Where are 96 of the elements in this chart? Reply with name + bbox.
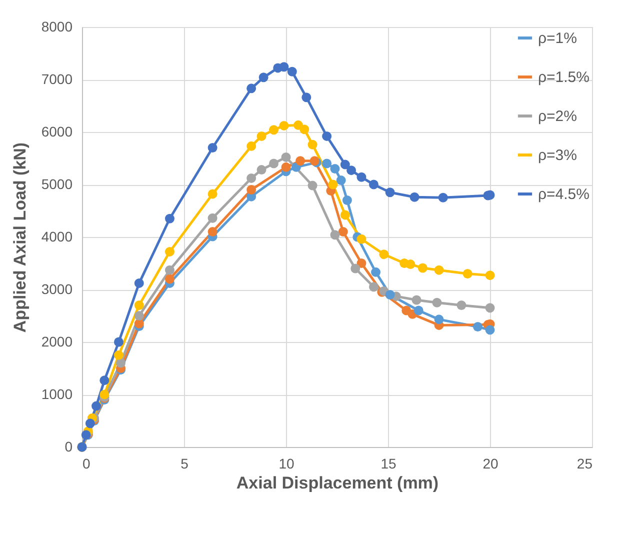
point	[92, 401, 102, 411]
point	[308, 180, 318, 190]
point	[114, 337, 124, 347]
point	[287, 66, 297, 76]
point	[434, 265, 444, 275]
y-tick-label: 1000	[41, 386, 73, 402]
point	[336, 176, 346, 186]
point	[246, 173, 256, 183]
point	[279, 120, 289, 130]
point	[385, 290, 395, 300]
point	[256, 131, 266, 141]
point	[114, 350, 124, 360]
point	[410, 192, 420, 202]
y-tick-label: 6000	[41, 124, 73, 140]
point	[281, 152, 291, 162]
point	[164, 246, 174, 256]
point	[246, 185, 256, 194]
point	[85, 418, 95, 428]
point	[100, 376, 110, 386]
legend-label: ρ=1.5%	[538, 69, 590, 86]
x-tick-label: 0	[82, 456, 90, 472]
point	[328, 180, 338, 190]
y-tick-label: 8000	[41, 18, 73, 34]
point	[342, 196, 352, 205]
point	[438, 192, 448, 202]
point	[485, 303, 495, 313]
point	[368, 180, 378, 190]
x-tick-label: 20	[482, 456, 498, 472]
point	[116, 358, 126, 368]
x-tick-label: 25	[576, 456, 593, 472]
point	[258, 72, 268, 82]
point	[134, 318, 144, 328]
y-axis-title: Applied Axial Load (kN)	[10, 142, 30, 333]
point	[340, 160, 350, 170]
point	[246, 141, 256, 151]
point	[208, 143, 218, 152]
point	[462, 269, 472, 278]
legend-label: ρ=2%	[538, 108, 577, 125]
point	[269, 158, 279, 168]
point	[330, 230, 340, 240]
point	[330, 164, 340, 174]
point	[134, 300, 144, 310]
point	[296, 156, 306, 166]
point	[414, 306, 424, 316]
point	[406, 260, 416, 270]
point	[368, 282, 378, 292]
legend-label: ρ=1%	[538, 30, 577, 47]
point	[434, 314, 444, 324]
point	[246, 84, 256, 94]
point	[385, 188, 395, 198]
point	[208, 227, 218, 236]
y-tick-label: 2000	[41, 334, 73, 350]
point	[346, 166, 356, 176]
x-tick-label: 15	[380, 456, 396, 472]
point	[279, 62, 289, 72]
point	[256, 165, 266, 175]
point	[100, 390, 110, 400]
point	[456, 300, 466, 310]
legend-label: ρ=3%	[538, 147, 577, 164]
point	[134, 278, 144, 288]
point	[340, 210, 350, 220]
point	[356, 258, 366, 268]
y-tick-label: 0	[64, 438, 73, 454]
point	[208, 213, 218, 223]
point	[208, 189, 218, 199]
x-axis-title: Axial Displacement (mm)	[236, 474, 439, 492]
y-tick-label: 4000	[41, 228, 73, 244]
legend-label: ρ=4.5%	[538, 186, 590, 203]
point	[412, 295, 422, 305]
x-tick-label: 5	[180, 456, 189, 472]
point	[281, 162, 291, 172]
point	[322, 131, 332, 141]
point	[302, 92, 312, 102]
point	[322, 158, 332, 168]
point	[485, 325, 495, 335]
point	[164, 265, 174, 275]
point	[134, 311, 144, 320]
point	[356, 172, 366, 182]
point	[356, 234, 366, 244]
point	[300, 124, 310, 134]
point	[350, 264, 360, 274]
point	[338, 227, 348, 236]
y-tick-label: 5000	[41, 176, 73, 192]
y-tick-label: 3000	[41, 281, 73, 297]
point	[432, 298, 442, 308]
point	[269, 125, 279, 135]
point	[485, 270, 495, 280]
point	[371, 267, 381, 277]
point	[308, 140, 318, 150]
point	[164, 214, 174, 224]
point	[473, 322, 483, 332]
y-tick-label: 7000	[41, 71, 73, 87]
point	[418, 263, 428, 273]
point	[164, 274, 174, 284]
x-tick-label: 10	[278, 456, 294, 472]
point	[379, 250, 389, 260]
